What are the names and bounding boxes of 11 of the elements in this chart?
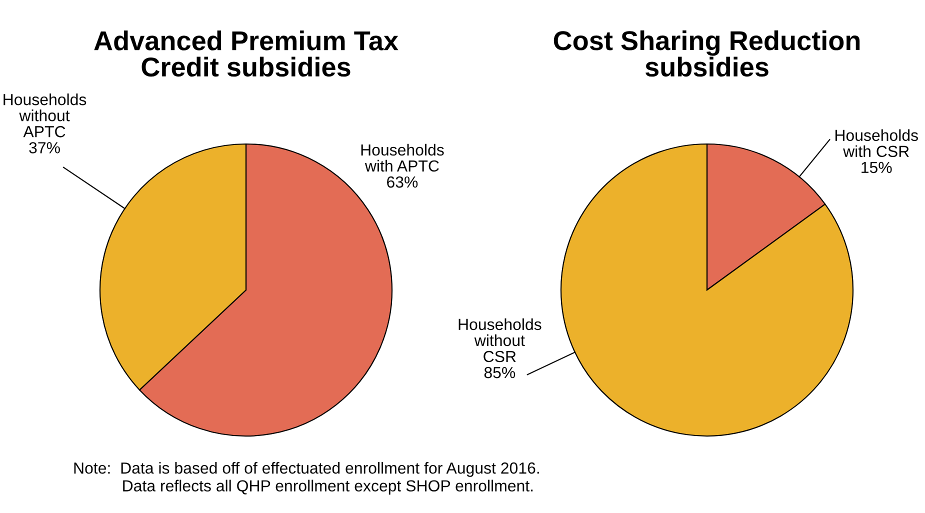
chart-title: Advanced Premium Tax Credit subsidies <box>94 30 398 77</box>
slice-label: Households without APTC <box>4 94 86 138</box>
slice-label: Households with CSR <box>835 129 918 158</box>
data-label: 63% <box>387 176 418 188</box>
slice-label: Households with APTC <box>361 144 444 172</box>
data-label: 15% <box>862 162 892 174</box>
chart-title: Cost Sharing Reduction subsidies <box>554 30 860 77</box>
text: Note: Data is based off of effectuated enrollment for August 2016. Data reflects all QHP enrollment except SHOP enrollment. <box>74 462 539 495</box>
data-label: 85% <box>484 366 516 378</box>
slice-label: Households without CSR <box>458 318 542 362</box>
data-label: 37% <box>29 142 60 154</box>
